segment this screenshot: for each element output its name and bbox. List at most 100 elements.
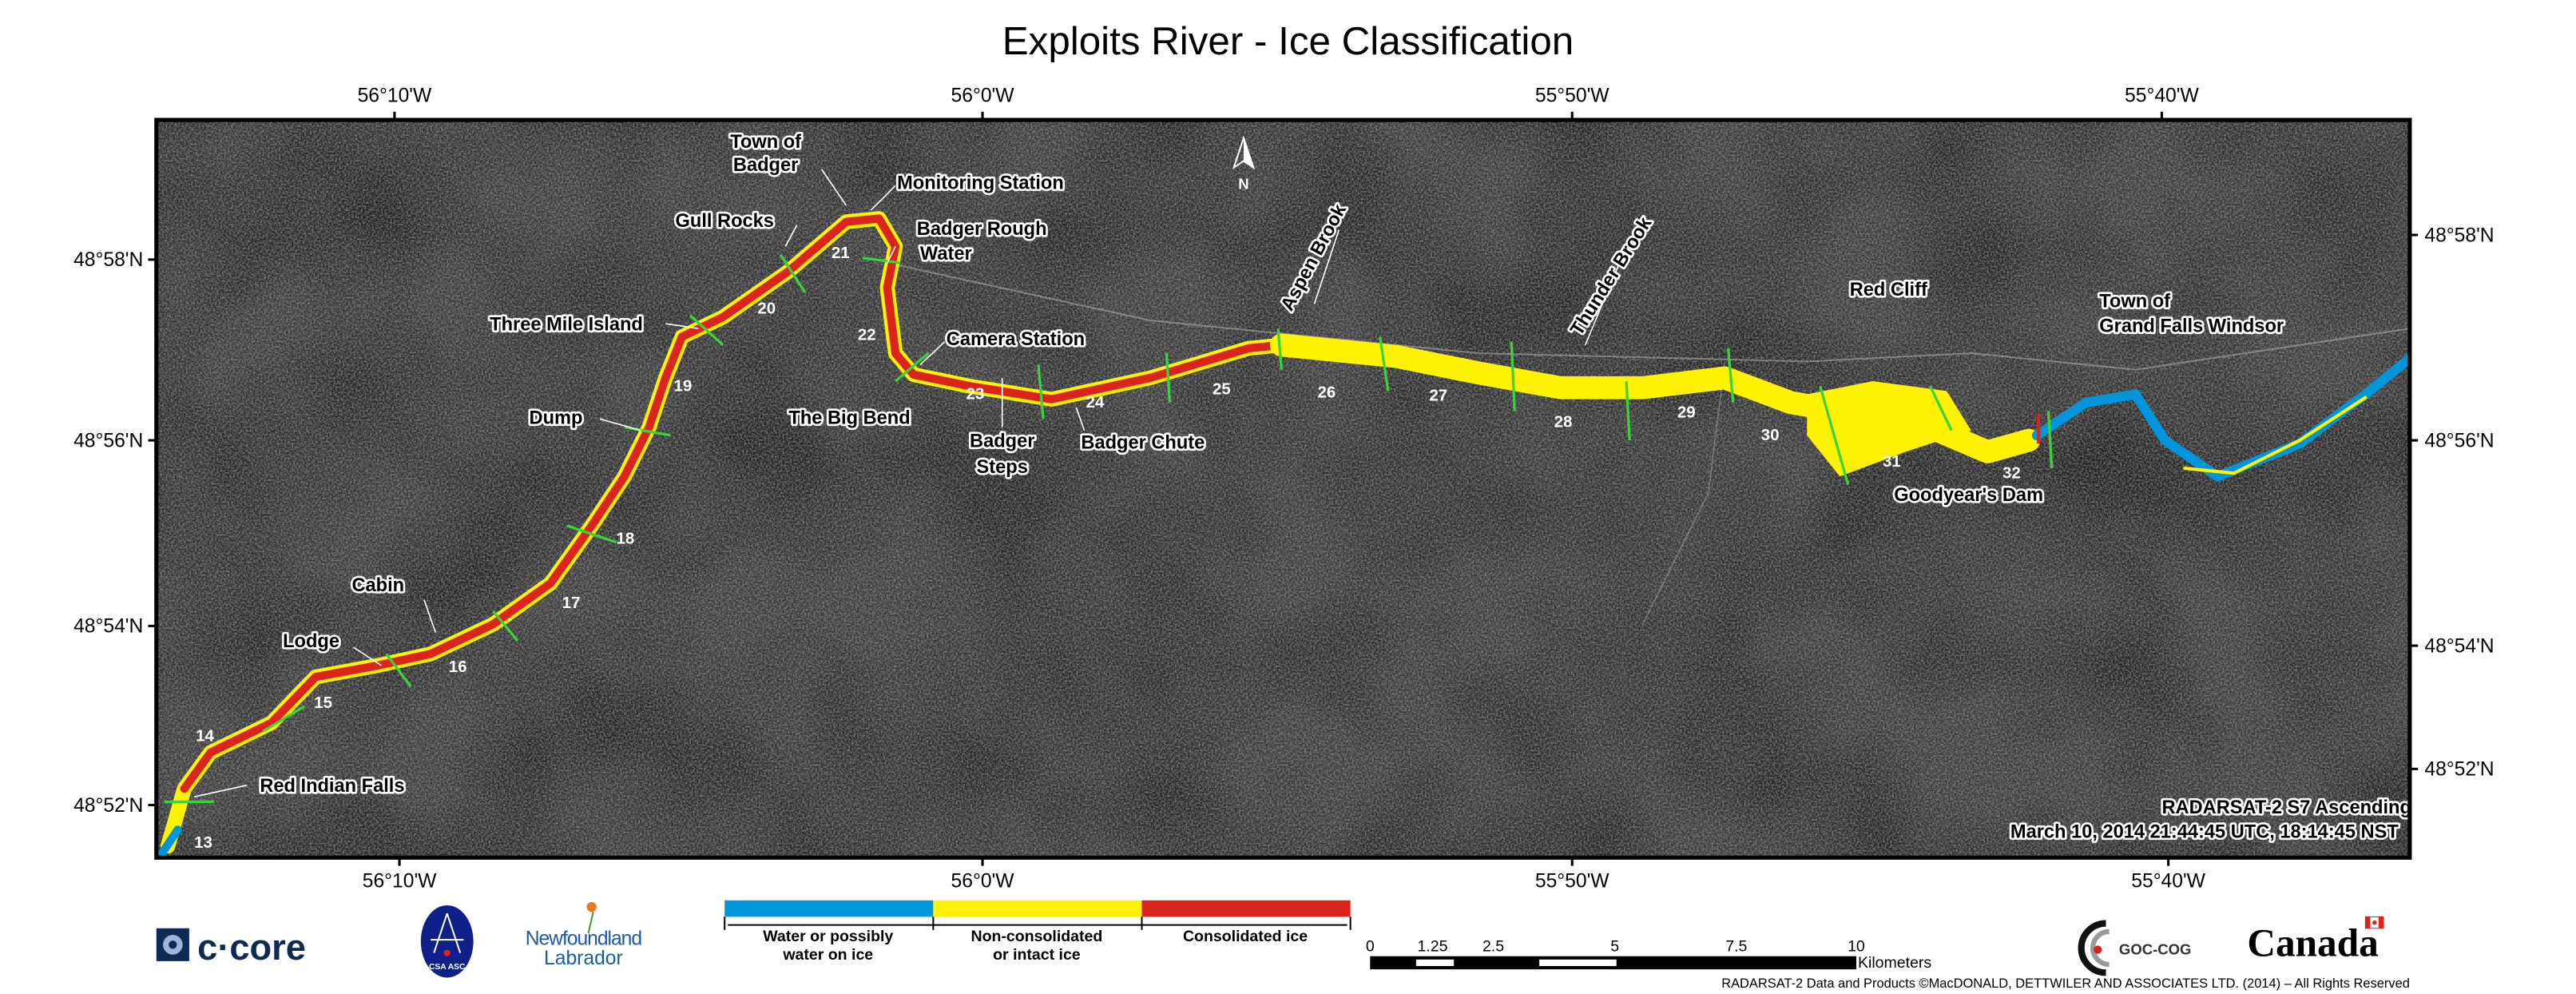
legend-label-water-1: Water or possibly	[763, 928, 893, 945]
svg-text:Labrador: Labrador	[544, 948, 623, 969]
scale-units: Kilometers	[1858, 954, 1931, 972]
section-number: 15	[314, 694, 332, 712]
latitude-labels-left: 48°58'N 48°56'N 48°54'N 48°52'N	[73, 249, 143, 817]
section-number: 30	[1761, 426, 1780, 444]
ccore-logo: c·core	[156, 927, 306, 968]
map-title: Exploits River - Ice Classification	[1002, 19, 1574, 63]
label-dump: Dump	[530, 408, 583, 428]
label-badger-steps-2: Steps	[977, 457, 1028, 478]
label-town-of-badger-2: Badger	[733, 155, 798, 176]
svg-text:Newfoundland: Newfoundland	[526, 928, 642, 949]
scale-tick: 2.5	[1482, 938, 1504, 956]
section-number: 32	[2002, 463, 2021, 482]
graticule-ticks	[148, 111, 2419, 866]
scale-bar: 0 1.25 2.5 5 7.5 10 Kilometers	[1366, 938, 1932, 972]
label-gull-rocks: Gull Rocks	[676, 211, 774, 232]
label-grand-falls-windsor-2: Grand Falls Windsor	[2099, 316, 2284, 336]
svg-text:GOC-COG: GOC-COG	[2119, 941, 2191, 958]
acquisition-sensor: RADARSAT-2 S7 Ascending	[2161, 797, 2411, 818]
section-number: 29	[1677, 403, 1696, 421]
section-number: 22	[858, 326, 876, 344]
leader-lines	[193, 169, 1627, 798]
label-town-of-badger-1: Town of	[730, 132, 801, 153]
lat-label: 48°56'N	[73, 430, 143, 451]
north-arrow: N	[1232, 135, 1256, 192]
section-number: 19	[673, 376, 692, 395]
lat-label: 48°56'N	[2424, 430, 2494, 451]
scale-tick: 1.25	[1417, 938, 1447, 956]
goc-cog-logo: GOC-COG	[2078, 920, 2191, 976]
lat-label: 48°54'N	[2424, 635, 2494, 657]
section-number: 26	[1318, 384, 1336, 402]
legend-label-nonconsolidated-2: or intact ice	[993, 946, 1081, 964]
section-number: 24	[1086, 393, 1105, 412]
latitude-labels-right: 48°58'N 48°56'N 48°54'N 48°52'N	[2424, 225, 2494, 780]
label-badger-rough-water-2: Water	[920, 244, 972, 264]
section-number: 13	[194, 833, 212, 852]
section-numbers: 13 14 15 16 17 18 19 20 21 22 23 24 25 2…	[194, 244, 2021, 852]
scale-tick: 7.5	[1725, 938, 1747, 956]
north-arrow-label: N	[1238, 175, 1248, 192]
lon-label: 55°40'W	[2125, 85, 2199, 106]
lon-label: 55°50'W	[1535, 85, 1610, 106]
legend-swatch-consolidated	[1141, 900, 1351, 917]
label-the-big-bend: The Big Bend	[788, 408, 910, 428]
newfoundland-labrador-logo: Newfoundland Labrador	[526, 901, 642, 969]
scale-tick: 10	[1848, 938, 1865, 956]
lat-label: 48°54'N	[73, 616, 143, 638]
legend-label-water-2: water on ice	[782, 946, 873, 964]
section-number: 20	[757, 300, 776, 318]
legend-label-consolidated: Consolidated ice	[1183, 928, 1308, 945]
label-cabin: Cabin	[351, 575, 404, 596]
place-labels: Town of Badger Monitoring Station Gull R…	[258, 129, 2286, 798]
legend-swatch-non-consolidated	[933, 900, 1142, 917]
copyright-notice: RADARSAT-2 Data and Products ©MacDONALD,…	[1721, 976, 2410, 991]
label-monitoring-station: Monitoring Station	[897, 173, 1064, 193]
longitude-labels-top: 56°10'W 56°0'W 55°50'W 55°40'W	[358, 85, 2200, 106]
section-number: 27	[1429, 387, 1447, 405]
road	[1641, 361, 1726, 625]
river-yellow-patches	[2183, 396, 2368, 475]
road	[887, 261, 2410, 371]
river-water-start	[157, 825, 182, 858]
label-badger-chute: Badger Chute	[1081, 432, 1205, 453]
longitude-labels-bottom: 56°10'W 56°0'W 55°50'W 55°40'W	[363, 870, 2206, 892]
label-goodyears-dam: Goodyear's Dam	[1894, 485, 2043, 506]
svg-text:CSA ASC: CSA ASC	[429, 963, 466, 972]
section-lines	[165, 253, 2054, 804]
legend-label-nonconsolidated-1: Non-consolidated	[971, 928, 1103, 945]
river-water-segment	[2031, 353, 2410, 482]
lat-label: 48°52'N	[2424, 759, 2494, 781]
map-frame: N Town of Badger Monitoring Station Gull…	[156, 120, 2411, 858]
section-number: 31	[1883, 452, 1901, 471]
lat-label: 48°58'N	[73, 249, 143, 271]
section-number: 28	[1554, 413, 1573, 431]
lat-label: 48°52'N	[73, 795, 143, 817]
lon-label: 56°0'W	[951, 85, 1015, 106]
section-number: 14	[196, 726, 214, 745]
section-number: 21	[832, 244, 850, 262]
legend-swatch-water	[724, 900, 934, 917]
section-number: 16	[449, 658, 467, 676]
svg-text:Canada: Canada	[2247, 921, 2378, 965]
legend: Water or possibly water on ice Non-conso…	[724, 900, 1352, 964]
lon-label: 56°0'W	[951, 870, 1015, 892]
scale-tick: 0	[1366, 938, 1375, 956]
map-border	[154, 117, 2412, 860]
lon-label: 56°10'W	[363, 870, 437, 892]
lon-label: 55°50'W	[1535, 870, 1610, 892]
label-red-cliff: Red Cliff	[1850, 280, 1927, 300]
canada-wordmark: Canada	[2247, 916, 2384, 965]
svg-text:c·core: c·core	[197, 927, 306, 968]
scale-tick: 5	[1610, 938, 1619, 956]
label-grand-falls-windsor-1: Town of	[2099, 292, 2170, 312]
section-number: 25	[1213, 380, 1231, 398]
lon-label: 56°10'W	[358, 85, 432, 106]
lon-label: 55°40'W	[2131, 870, 2205, 892]
acquisition-datetime: March 10, 2014 21:44:45 UTC, 18:14:45 NS…	[2010, 822, 2399, 843]
river-nonconsolidated-lake	[1807, 381, 1971, 477]
label-badger-steps-1: Badger	[970, 431, 1034, 451]
label-red-indian-falls: Red Indian Falls	[260, 776, 404, 797]
label-lodge: Lodge	[283, 631, 339, 652]
